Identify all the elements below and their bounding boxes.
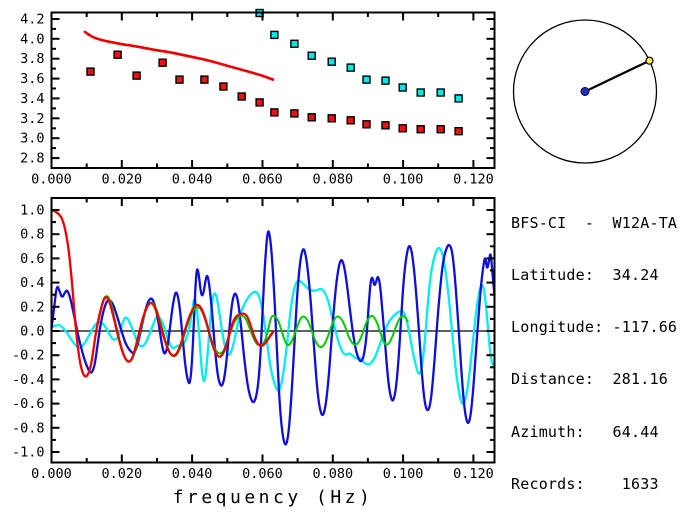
x-tick-label: 0.080 [312,466,353,482]
x-tick-label: 0.060 [242,172,283,188]
station-distance-row: Distance: 281.16 [511,370,668,389]
y-tick-label: 1.0 [20,203,44,219]
station-pair-title: BFS-CI - W12A-TA [511,213,678,232]
source-station-dot [580,87,590,96]
data-point-marker [307,113,316,122]
station-longitude-row: Longitude: -117.66 [511,318,678,337]
y-tick-label: 0.8 [20,227,44,243]
data-point-marker [132,71,141,80]
waveform-chart: 0.000 0.020 0.040 0.060 0.080 0.100 0.120 -1.0 -… [12,197,496,508]
y-tick-label: 4.0 [20,31,44,47]
x-axis-label: frequency (Hz) [173,487,374,508]
x-tick-label: 0.000 [31,466,72,482]
data-point-marker [219,82,228,91]
y-tick-label: -0.2 [12,348,45,364]
data-point-marker [270,108,279,117]
azimuth-pointer-line [584,59,650,93]
target-station-dot [645,56,654,65]
data-point-marker [436,124,445,134]
dispersion-frame [50,11,496,169]
waveform-frame [50,197,496,464]
data-point-marker [327,57,336,66]
data-point-marker [381,76,390,85]
azimuth-dial-ring [512,19,658,164]
data-point-marker [436,88,445,97]
data-point-marker [362,120,371,129]
y-tick-label: 0.4 [20,275,44,291]
data-point-marker [381,121,390,130]
data-point-marker [416,124,425,134]
x-tick-label: 0.040 [172,466,213,482]
station-latitude-row: Latitude: 34.24 [511,266,659,285]
data-point-marker [290,39,299,48]
x-tick-label: 0.020 [101,172,142,188]
y-tick-label: 3.6 [20,71,44,87]
data-point-marker [346,63,355,72]
data-point-marker [454,94,463,103]
data-point-marker [86,67,95,76]
y-tick-label: -0.6 [12,396,45,412]
dispersion-chart: 0.000 0.020 0.040 0.060 0.080 0.100 0.120 2.8 3.… [20,8,496,188]
y-tick-label: 0.0 [20,324,44,340]
data-point-marker [290,109,299,118]
y-tick-label: 3.8 [20,51,44,67]
y-tick-label: 4.2 [20,12,44,28]
y-tick-label: 0.2 [20,299,44,315]
green-spectral-trace [98,295,409,363]
x-tick-label: 0.020 [101,466,142,482]
data-point-marker [346,116,355,125]
data-point-marker [398,83,407,92]
data-point-marker [362,75,371,84]
y-tick-label: -0.8 [12,420,45,436]
data-point-marker [270,30,279,40]
station-records-row: Records: 1633 [511,474,659,493]
y-tick-label: 2.8 [20,151,44,167]
data-point-marker [416,88,425,97]
data-point-marker [327,114,336,123]
data-point-marker [307,51,316,60]
data-point-marker [237,92,246,101]
x-tick-label: 0.100 [383,466,424,482]
x-tick-label: 0.100 [383,172,424,188]
y-tick-label: 3.4 [20,91,44,107]
data-point-marker [200,75,209,84]
station-info-panel: BFS-CI - W12A-TA Latitude: 34.24 Longitu… [511,180,677,519]
y-tick-label: 0.6 [20,251,44,267]
y-tick-label: 3.0 [20,131,44,147]
data-point-marker [113,50,122,59]
azimuth-dial [512,19,658,164]
data-point-marker [454,126,463,136]
reference-dispersion-curve [83,30,275,81]
y-tick-label: -1.0 [12,445,45,461]
y-tick-label: 3.2 [20,111,44,127]
data-point-marker [398,124,407,133]
data-point-marker [255,98,264,107]
lower-branch-phase-velocity [86,50,463,136]
red-spectral-trace [50,208,275,378]
x-tick-label: 0.120 [453,172,494,188]
upper-branch-phase-velocity [255,8,463,103]
data-point-marker [175,75,184,84]
x-tick-label: 0.080 [312,172,353,188]
x-tick-label: 0.040 [172,172,213,188]
data-point-marker [158,58,167,67]
x-tick-label: 0.120 [453,466,494,482]
x-tick-label: 0.000 [31,172,72,188]
x-tick-label: 0.060 [242,466,283,482]
station-azimuth-row: Azimuth: 64.44 [511,422,659,441]
y-tick-label: -0.4 [12,372,45,388]
